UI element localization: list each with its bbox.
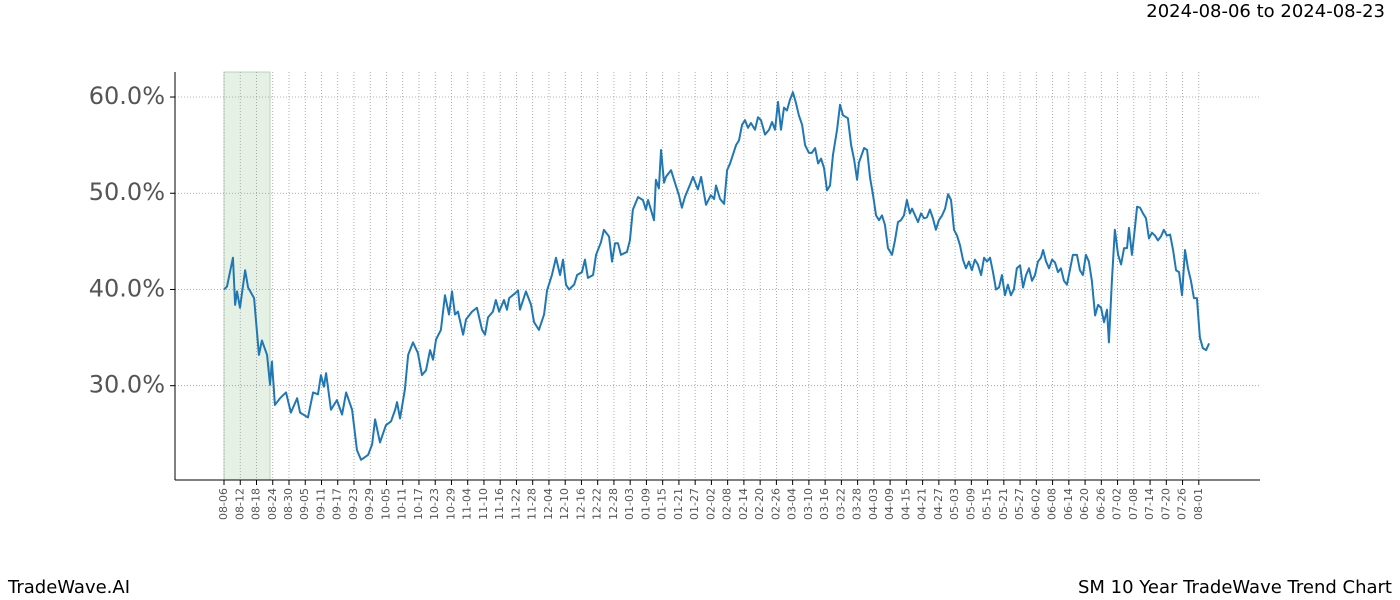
x-tick-label: 01-27 xyxy=(688,488,701,520)
x-tick-label: 03-04 xyxy=(786,488,799,520)
x-tick-label: 02-20 xyxy=(753,488,766,520)
x-tick-label: 10-23 xyxy=(428,488,441,520)
x-tick-label: 07-14 xyxy=(1143,488,1156,520)
x-tick-label: 07-26 xyxy=(1176,488,1189,520)
x-tick-label: 01-15 xyxy=(656,488,669,520)
x-tick-label: 07-08 xyxy=(1127,488,1140,520)
x-tick-label: 12-28 xyxy=(607,488,620,520)
x-tick-label: 10-05 xyxy=(379,488,392,520)
x-tick-label: 01-03 xyxy=(623,488,636,520)
x-tick-label: 04-09 xyxy=(883,488,896,520)
x-tick-label: 04-03 xyxy=(867,488,880,520)
x-tick-label: 04-27 xyxy=(932,488,945,520)
x-tick-label: 08-24 xyxy=(266,488,279,520)
y-tick-label: 60.0% xyxy=(89,82,165,110)
x-tick-label: 10-11 xyxy=(396,488,409,520)
x-tick-label: 01-21 xyxy=(672,488,685,520)
chart-title: SM 10 Year TradeWave Trend Chart xyxy=(1078,577,1392,598)
x-tick-label: 05-09 xyxy=(964,488,977,520)
x-tick-label: 02-08 xyxy=(721,488,734,520)
x-tick-label: 04-15 xyxy=(899,488,912,520)
brand: TradeWave.AI xyxy=(7,577,130,598)
x-tick-label: 07-02 xyxy=(1111,488,1124,520)
x-tick-label: 09-11 xyxy=(314,488,327,520)
x-tick-label: 06-02 xyxy=(1029,488,1042,520)
x-tick-label: 09-05 xyxy=(298,488,311,520)
y-tick-label: 30.0% xyxy=(89,371,165,399)
x-tick-label: 01-09 xyxy=(639,488,652,520)
x-tick-label: 02-02 xyxy=(704,488,717,520)
x-tick-label: 06-08 xyxy=(1046,488,1059,520)
x-tick-label: 08-30 xyxy=(282,488,295,520)
x-tick-label: 09-29 xyxy=(363,488,376,520)
x-tick-label: 11-22 xyxy=(509,488,522,520)
x-tick-label: 10-17 xyxy=(412,488,425,520)
x-tick-label: 03-22 xyxy=(834,488,847,520)
x-tick-label: 08-12 xyxy=(233,488,246,520)
x-tick-label: 02-14 xyxy=(737,488,750,520)
date-range: 2024-08-06 to 2024-08-23 xyxy=(1146,1,1385,22)
x-tick-label: 09-23 xyxy=(347,488,360,520)
x-tick-label: 11-04 xyxy=(461,488,474,520)
x-tick-label: 06-14 xyxy=(1062,488,1075,520)
x-tick-label: 12-22 xyxy=(591,488,604,520)
x-tick-label: 03-28 xyxy=(851,488,864,520)
x-tick-label: 05-03 xyxy=(948,488,961,520)
x-tick-label: 11-10 xyxy=(477,488,490,520)
trend-line xyxy=(223,91,1211,461)
x-tick-label: 11-16 xyxy=(493,488,506,520)
x-tick-label: 12-10 xyxy=(558,488,571,520)
plot-area: 30.0% 40.0% 50.0% 60.0% 08-06 08-12 08-18 08-24… xyxy=(89,71,1260,520)
x-tick-label: 03-10 xyxy=(802,488,815,520)
x-tick-label: 07-20 xyxy=(1159,488,1172,520)
x-tick-label: 05-27 xyxy=(1013,488,1026,520)
x-tick-label: 05-15 xyxy=(981,488,994,520)
x-tick-label: 08-01 xyxy=(1192,488,1205,520)
x-tick-label: 10-29 xyxy=(444,488,457,520)
y-tick-label: 40.0% xyxy=(89,274,165,302)
x-tick-label: 02-26 xyxy=(769,488,782,520)
x-tick-label: 11-28 xyxy=(526,488,539,520)
x-tick-label: 12-16 xyxy=(574,488,587,520)
x-tick-label: 04-21 xyxy=(916,488,929,520)
x-tick-label: 03-16 xyxy=(818,488,831,520)
x-tick-label: 05-21 xyxy=(997,488,1010,520)
x-tick-label: 08-18 xyxy=(250,488,263,520)
x-tick-label: 08-06 xyxy=(217,488,230,520)
x-tick-label: 06-26 xyxy=(1094,488,1107,520)
x-tick-label: 06-20 xyxy=(1078,488,1091,520)
x-tick-label: 12-04 xyxy=(542,488,555,520)
x-tick-label: 09-17 xyxy=(331,488,344,520)
y-tick-label: 50.0% xyxy=(89,178,165,206)
